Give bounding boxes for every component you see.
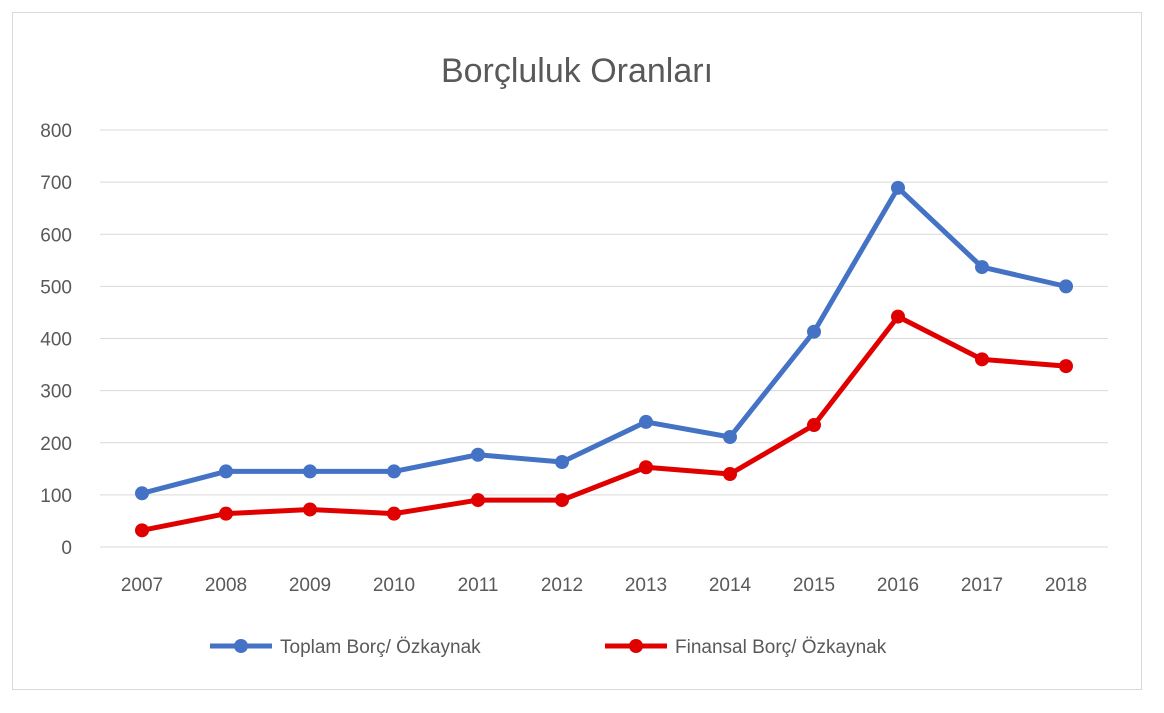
data-point [555,493,569,508]
data-point [891,309,905,324]
series-line [139,314,1069,533]
y-tick-label: 600 [40,225,72,246]
data-point [303,464,317,479]
x-tick-label: 2014 [709,575,752,596]
legend-swatch-marker [629,639,643,653]
series-lines [135,180,1073,538]
data-point [1059,359,1073,374]
data-point [1059,279,1073,294]
data-point [975,260,989,275]
y-tick-label: 100 [40,486,72,507]
y-tick-label: 0 [61,538,72,559]
legend-swatch-marker [234,639,248,653]
chart-title: Borçluluk Oranları [441,52,713,90]
data-point [135,523,149,538]
x-tick-label: 2007 [121,575,163,596]
data-point [891,180,905,195]
x-tick-label: 2010 [373,575,415,596]
x-tick-label: 2011 [458,575,499,596]
series-line [139,185,1069,496]
y-tick-label: 300 [40,382,72,403]
x-axis-ticks: 2007 2008 2009 2010 2011 2012 2013 2014 2015 2016… [121,575,1087,596]
x-tick-label: 2013 [625,575,667,596]
legend-item: Toplam Borç/ Özkaynak [210,637,481,658]
y-tick-label: 400 [40,330,72,351]
x-tick-label: 2012 [541,575,583,596]
data-point [807,418,821,433]
chart-frame [12,12,1142,690]
data-point [303,502,317,517]
x-tick-label: 2008 [205,575,247,596]
data-point [471,447,485,462]
data-point [723,430,737,445]
data-point [135,486,149,501]
data-point [555,455,569,470]
x-tick-label: 2015 [793,575,835,596]
data-point [387,464,401,479]
legend-label: Finansal Borç/ Özkaynak [675,637,887,658]
y-tick-label: 200 [40,434,72,455]
gridlines [100,129,1108,548]
data-point [219,506,233,521]
y-tick-label: 800 [40,121,72,142]
x-tick-label: 2017 [961,575,1003,596]
data-point [639,460,653,475]
data-point [471,493,485,508]
data-point [639,414,653,429]
data-point [387,506,401,521]
y-tick-label: 700 [40,173,72,194]
data-point [975,352,989,367]
x-tick-label: 2016 [877,575,919,596]
data-point [807,324,821,339]
x-tick-label: 2009 [289,575,331,596]
y-axis-ticks: 0 100 200 300 400 500 600 700 800 [40,121,72,559]
legend-item: Finansal Borç/ Özkaynak [605,637,887,658]
legend: Toplam Borç/ Özkaynak Finansal Borç/ Özka… [210,637,887,658]
data-point [219,464,233,479]
series-1 [135,180,1073,501]
x-tick-label: 2018 [1045,575,1087,596]
legend-label: Toplam Borç/ Özkaynak [280,637,481,658]
data-point [723,467,737,482]
series-2 [135,309,1073,538]
y-tick-label: 500 [40,277,72,298]
